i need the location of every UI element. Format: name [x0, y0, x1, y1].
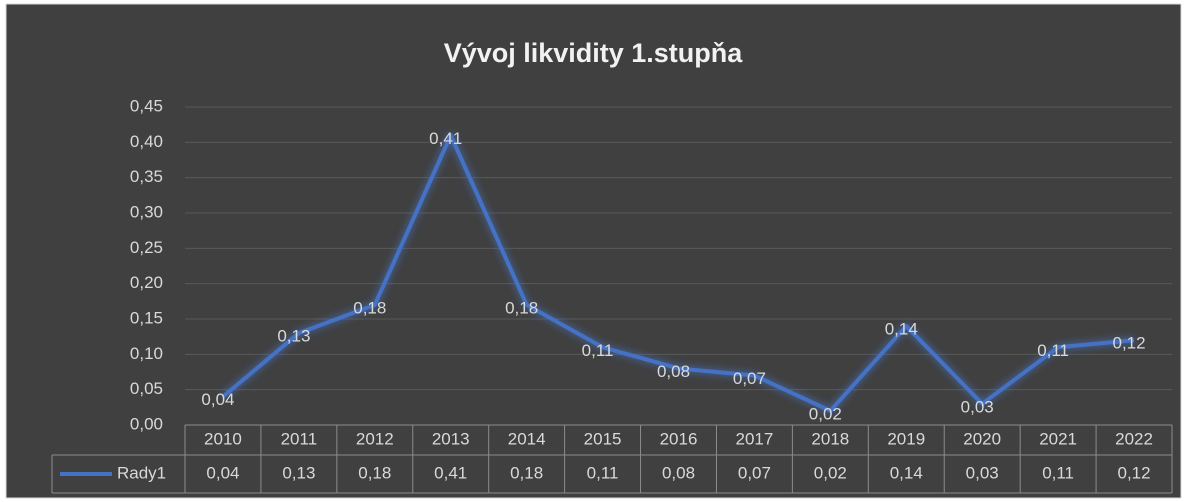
- y-tick-label: 0,30: [130, 202, 163, 221]
- data-label: 0,18: [505, 298, 538, 317]
- table-value: 0,41: [434, 463, 467, 482]
- legend-label: Rady1: [117, 463, 166, 482]
- x-tick-label: 2019: [887, 429, 925, 448]
- data-label: 0,11: [1037, 341, 1069, 360]
- data-label: 0,12: [1112, 334, 1145, 353]
- y-tick-label: 0,40: [130, 132, 163, 151]
- x-tick-label: 2021: [1039, 429, 1077, 448]
- chart-background: [5, 3, 1182, 499]
- table-value: 0,11: [1042, 463, 1074, 482]
- y-tick-label: 0,00: [130, 414, 163, 433]
- x-tick-label: 2020: [963, 429, 1001, 448]
- series-line: [221, 133, 1135, 413]
- y-tick-label: 0,45: [130, 96, 163, 115]
- table-value: 0,03: [966, 463, 999, 482]
- table-value: 0,02: [814, 463, 847, 482]
- table-value: 0,08: [662, 463, 695, 482]
- x-tick-label: 2011: [281, 429, 318, 448]
- x-tick-label: 2015: [584, 429, 622, 448]
- data-label: 0,07: [733, 369, 766, 388]
- y-tick-label: 0,20: [130, 273, 163, 292]
- data-label: 0,13: [277, 327, 310, 346]
- table-value: 0,13: [282, 463, 315, 482]
- table-value: 0,14: [890, 463, 923, 482]
- data-label: 0,04: [201, 390, 234, 409]
- data-label: 0,18: [353, 298, 386, 317]
- table-value: 0,07: [738, 463, 771, 482]
- data-label: 0,11: [582, 341, 614, 360]
- data-label: 0,03: [961, 397, 994, 416]
- chart-title: Vývoj likvidity 1.stupňa: [444, 38, 744, 68]
- data-label: 0,02: [809, 404, 842, 423]
- y-tick-label: 0,25: [130, 238, 163, 257]
- table-value: 0,12: [1117, 463, 1150, 482]
- x-tick-label: 2016: [660, 429, 698, 448]
- x-tick-label: 2013: [432, 429, 470, 448]
- y-tick-label: 0,15: [130, 308, 163, 327]
- data-label: 0,08: [657, 362, 690, 381]
- table-value: 0,18: [510, 463, 543, 482]
- y-tick-label: 0,10: [130, 344, 163, 363]
- table-value: 0,18: [358, 463, 391, 482]
- data-label: 0,14: [885, 320, 918, 339]
- x-tick-label: 2010: [204, 429, 242, 448]
- x-tick-label: 2022: [1115, 429, 1153, 448]
- data-label: 0,41: [429, 129, 462, 148]
- x-tick-label: 2018: [811, 429, 849, 448]
- table-value: 0,11: [587, 463, 619, 482]
- x-tick-label: 2014: [508, 429, 546, 448]
- y-tick-label: 0,35: [130, 167, 163, 186]
- table-value: 0,04: [206, 463, 239, 482]
- x-tick-label: 2012: [356, 429, 394, 448]
- x-tick-label: 2017: [736, 429, 774, 448]
- y-tick-label: 0,05: [130, 379, 163, 398]
